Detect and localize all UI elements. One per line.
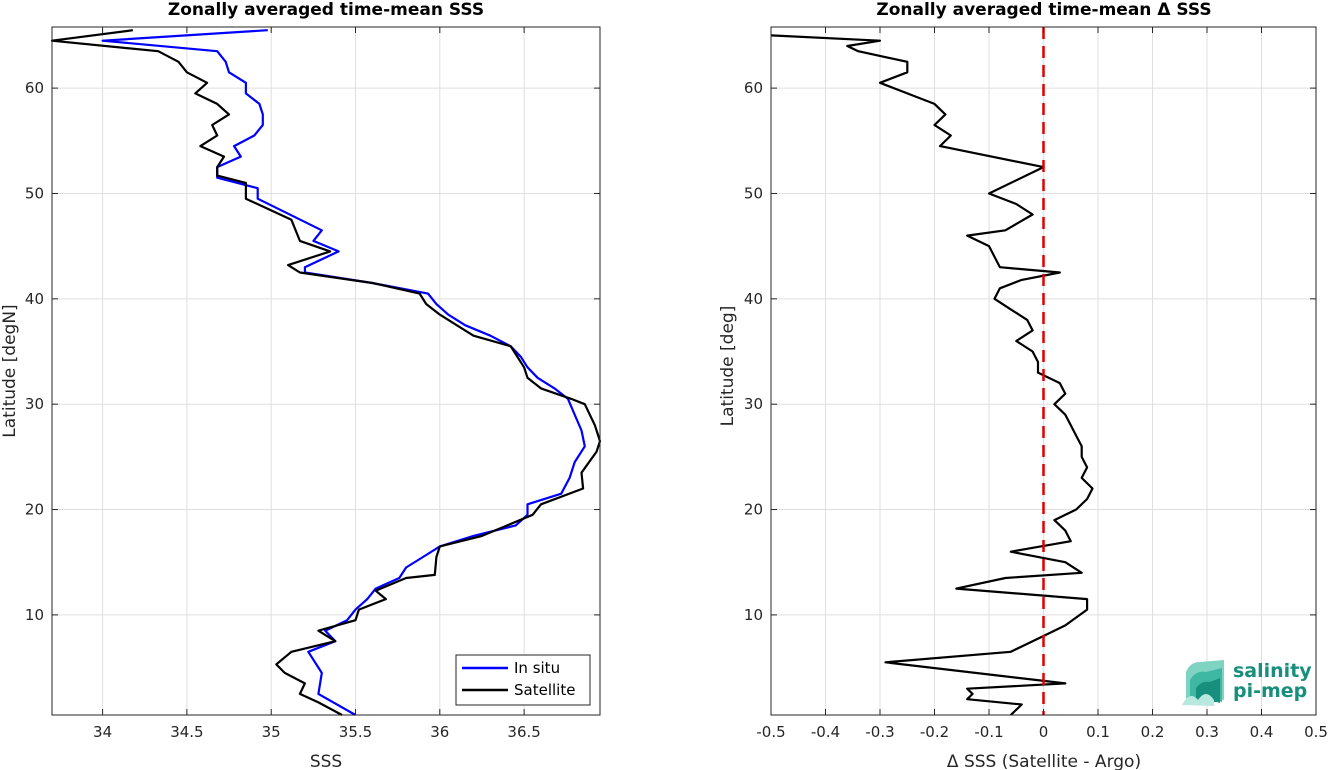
sss-y-tick-label: 40 — [25, 290, 44, 308]
legend-label-satellite: Satellite — [514, 681, 575, 699]
logo-wave-icon — [1182, 660, 1224, 706]
delta-sss-x-tick-label: -0.5 — [756, 723, 785, 741]
sss-grid — [52, 27, 600, 715]
logo-text-salinity: salinity — [1233, 660, 1312, 682]
sss-x-tick-label: 34.5 — [170, 723, 203, 741]
sss-axes-frame — [51, 26, 601, 716]
sss-y-label: Latitude [degN] — [0, 304, 20, 437]
legend-label-in-situ: In situ — [514, 659, 560, 677]
sss-x-label: SSS — [310, 752, 342, 770]
sss-title: Zonally averaged time-mean SSS — [168, 0, 484, 20]
logo-text-pi-mep: pi-mep — [1233, 680, 1307, 702]
delta-sss-lines — [770, 27, 1094, 716]
delta-sss-y-tick-label: 10 — [744, 606, 763, 624]
sss-x-tick-label: 35.5 — [339, 723, 372, 741]
delta-sss-y-tick-label: 60 — [744, 79, 763, 97]
sss-y-tick-label: 50 — [25, 184, 44, 202]
delta-sss-x-tick-label: -0.4 — [811, 723, 840, 741]
delta-sss-x-ticks: -0.5 -0.4 -0.3 -0.2 -0.1 0 0.1 0.2 0.3 0.4 0.5 — [756, 27, 1328, 741]
delta-sss-series-delta — [770, 34, 1094, 716]
sss-lines — [50, 29, 602, 716]
delta-sss-y-tick-label: 50 — [744, 184, 763, 202]
delta-sss-x-tick-label: -0.1 — [974, 723, 1003, 741]
sss-y-tick-label: 20 — [25, 501, 44, 519]
sss-x-tick-label: 36 — [430, 723, 449, 741]
sss-y-ticks: 10 20 30 40 50 60 — [25, 79, 600, 624]
sss-y-tick-label: 30 — [25, 395, 44, 413]
delta-sss-x-tick-label: 0.4 — [1250, 723, 1274, 741]
delta-sss-x-tick-label: 0.3 — [1195, 723, 1219, 741]
delta-sss-panel: -0.5 -0.4 -0.3 -0.2 -0.1 0 0.1 0.2 0.3 0.4 0.5 10 2… — [718, 0, 1328, 770]
delta-sss-x-tick-label: 0.5 — [1304, 723, 1328, 741]
sss-x-tick-label: 34 — [93, 723, 112, 741]
delta-sss-y-ticks: 10 20 30 40 50 60 — [744, 79, 1316, 624]
legend-box — [455, 654, 591, 706]
sss-x-tick-label: 36.5 — [507, 723, 540, 741]
delta-sss-x-tick-label: -0.3 — [865, 723, 894, 741]
legend: In situ Satellite — [455, 654, 591, 706]
delta-sss-x-tick-label: -0.2 — [920, 723, 949, 741]
sss-panel: 34 34.5 35 35.5 36 36.5 10 20 30 40 50 60 Zonally … — [0, 0, 602, 770]
sss-x-tick-label: 35 — [262, 723, 281, 741]
sss-y-tick-label: 10 — [25, 606, 44, 624]
sss-x-ticks: 34 34.5 35 35.5 36 36.5 — [93, 27, 541, 741]
sss-series-in-situ — [101, 29, 586, 716]
sss-y-tick-label: 60 — [25, 79, 44, 97]
delta-sss-x-tick-label: 0.1 — [1086, 723, 1110, 741]
sss-series-satellite — [50, 29, 602, 716]
delta-sss-title: Zonally averaged time-mean Δ SSS — [876, 0, 1211, 20]
delta-sss-x-tick-label: 0 — [1039, 723, 1049, 741]
delta-sss-x-tick-label: 0.2 — [1141, 723, 1165, 741]
salinity-pi-mep-logo: salinity pi-mep — [1182, 660, 1312, 706]
delta-sss-y-tick-label: 20 — [744, 501, 763, 519]
delta-sss-y-tick-label: 30 — [744, 395, 763, 413]
delta-sss-x-label: Δ SSS (Satellite - Argo) — [947, 752, 1141, 770]
delta-sss-y-tick-label: 40 — [744, 290, 763, 308]
delta-sss-y-label: Latitude [deg] — [718, 306, 738, 427]
